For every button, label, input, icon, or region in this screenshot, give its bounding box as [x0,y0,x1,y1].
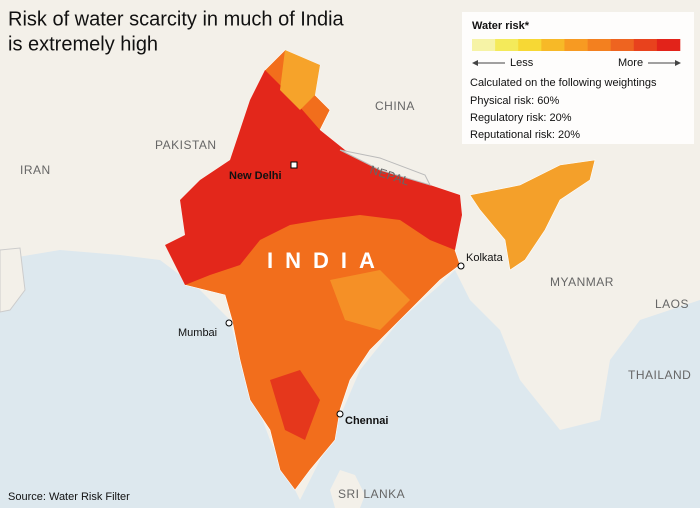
city-label: Mumbai [178,327,217,339]
legend-swatch [610,39,635,51]
high-risk-south [270,370,320,440]
country-label: LAOS [655,297,689,311]
weighting: Regulatory risk: 20% [470,112,572,124]
country-label: IRAN [20,163,51,177]
sri-lanka-land [330,470,365,508]
moderate-risk-centre [330,270,410,330]
legend-more: More [618,57,643,69]
country-label: INDIA [267,248,387,273]
arrow-head [675,60,681,66]
city-label: Chennai [345,415,388,427]
legend-swatch [656,39,681,51]
india-northeast [469,159,596,271]
legend-title: Water risk* [472,20,530,32]
high-risk-north [165,70,462,285]
legend-swatch [495,39,519,51]
country-label: SRI LANKA [338,487,405,501]
capital-marker [290,161,298,169]
title: Risk of water scarcity in much of India [8,8,345,30]
legend-swatch [633,39,658,51]
city-marker [457,262,465,270]
arrow-head [472,60,478,66]
legend-scale [472,39,681,51]
city-marker [225,319,233,327]
weighting: Reputational risk: 20% [470,129,580,141]
title: is extremely high [8,33,158,55]
country-label: CHINA [375,99,415,113]
city-marker [336,410,344,418]
city-label: New Delhi [229,170,282,182]
legend-swatch [587,39,611,51]
weighting: Physical risk: 60% [470,95,559,107]
country-label: MYANMAR [550,275,614,289]
legend-note: Calculated on the following weightings [470,77,657,89]
city-label: Kolkata [466,252,504,264]
legend-box [462,12,694,144]
legend-swatch [518,39,542,51]
land-west [0,247,26,313]
country-label: THAILAND [628,368,691,382]
nepal-land [339,149,431,186]
legend-swatch [472,39,496,51]
moderate-risk-north [280,50,320,110]
legend-swatch [564,39,588,51]
legend-swatch [541,39,565,51]
legend-less: Less [510,57,534,69]
country-label: PAKISTAN [155,138,217,152]
source: Source: Water Risk Filter [8,491,130,503]
